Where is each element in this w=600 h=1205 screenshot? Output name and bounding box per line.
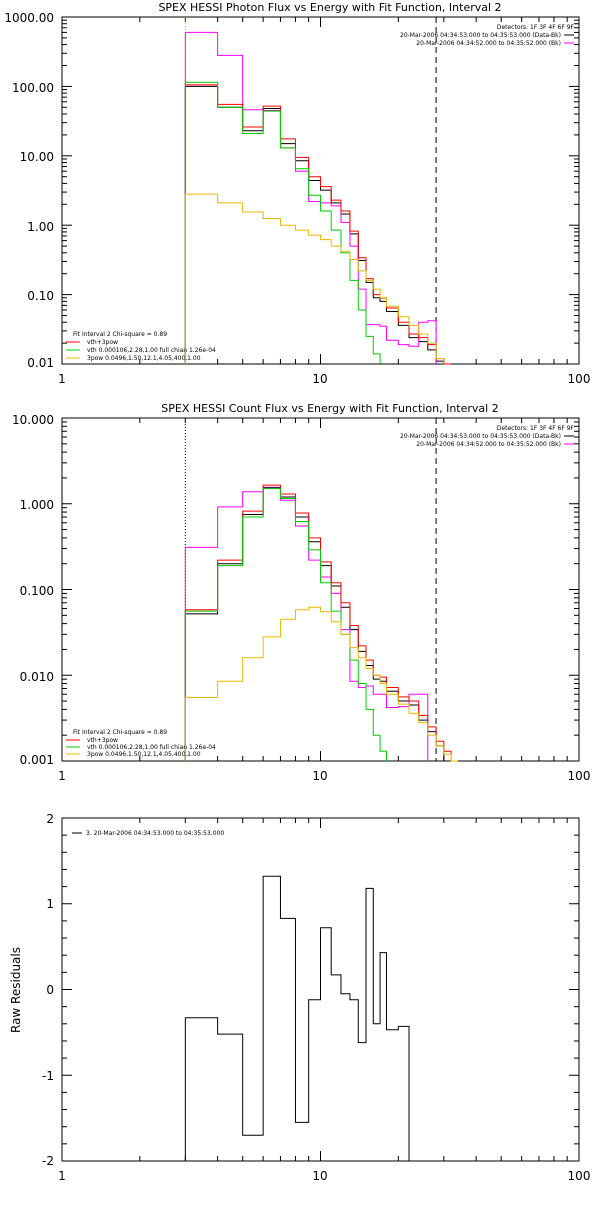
residuals-ytick-label-minus-2: -2	[42, 1154, 54, 1168]
residuals-ytick-label-2: 2	[46, 812, 54, 826]
photon-series-black-histogram	[184, 85, 445, 364]
photon-fit-header: Fit Interval 2 Chi-square = 0.89	[73, 331, 167, 338]
count-series-magenta-histogram	[184, 487, 429, 761]
count-series-red-histogram	[184, 484, 452, 761]
photon-fit-line-2: vth 0.000106,2.28,1.00 full chian 1.26e-…	[87, 347, 216, 354]
residuals-xtick-label-1: 1	[58, 1169, 66, 1183]
count-ytick-label-0-01: 0.010	[20, 670, 54, 684]
count-time-line-2: 20-Mar-2006 04:34:52.000 to 04:35:52.000…	[416, 441, 561, 448]
photon-series-green-histogram	[184, 81, 381, 364]
residuals-axis-ticks	[61, 817, 579, 1162]
residuals-series-residuals-histogram	[184, 875, 410, 1161]
count-series-yellow-histogram	[184, 606, 458, 762]
count-series-black-histogram	[184, 486, 445, 761]
count-series-green-histogram	[184, 488, 387, 761]
count-detectors-label: Detectors: 1F 3F 4F 6F 9F	[497, 425, 575, 432]
count-flux-panel: SPEX HESSI Count Flux vs Energy with Fit…	[12, 402, 590, 783]
photon-xtick-label-100: 100	[568, 372, 591, 386]
residuals-ytick-label-0: 0	[46, 983, 54, 997]
photon-time-line-1: 20-Mar-2006 04:34:53.000 to 04:35:53.000…	[400, 32, 561, 39]
residuals-panel: 3. 20-Mar-2006 04:34:53.000 to 04:35:53.…	[9, 812, 590, 1183]
residuals-ylabel: Raw Residuals	[9, 947, 23, 1033]
residuals-xtick-label-100: 100	[568, 1169, 591, 1183]
count-axis-ticks	[61, 418, 579, 762]
residuals-series-group	[184, 875, 410, 1161]
photon-ytick-label-0-1: 0.10	[27, 289, 54, 303]
count-ytick-label-0-1: 0.100	[20, 584, 54, 598]
count-xtick-label-10: 10	[312, 769, 327, 783]
residuals-xtick-label-10: 10	[312, 1169, 327, 1183]
photon-flux-title: SPEX HESSI Photon Flux vs Energy with Fi…	[158, 1, 501, 14]
count-ytick-label-10: 10.000	[12, 413, 54, 427]
photon-axis-ticks	[61, 17, 579, 365]
residuals-ytick-label-1: 1	[46, 897, 54, 911]
count-ytick-label-1: 1.000	[20, 498, 54, 512]
residuals-legend: 3. 20-Mar-2006 04:34:53.000 to 04:35:53.…	[86, 830, 224, 837]
count-xtick-label-1: 1	[58, 769, 66, 783]
photon-ytick-label-1000: 1000.00	[4, 11, 54, 25]
photon-series-group	[184, 31, 452, 365]
photon-fit-line-3: 3pow 0.0496,1.50,12.1,4.05,400,1.00	[87, 355, 201, 362]
count-ytick-label-0-001: 0.001	[20, 753, 54, 767]
photon-time-line-2: 20-Mar-2006 04:34:52.000 to 04:35:52.000…	[416, 40, 561, 47]
photon-flux-panel: SPEX HESSI Photon Flux vs Energy with Fi…	[4, 1, 590, 386]
photon-ytick-label-100: 100.00	[12, 81, 54, 95]
photon-detectors-label: Detectors: 1F 3F 4F 6F 9F	[497, 24, 575, 31]
count-fit-header: Fit Interval 2 Chi-square = 0.89	[73, 729, 167, 736]
count-fit-line-3: 3pow 0.0496,1.50,12.1,4.05,400,1.00	[87, 751, 201, 758]
count-xtick-label-100: 100	[568, 769, 591, 783]
photon-series-yellow-histogram	[184, 193, 445, 364]
photon-ytick-label-1: 1.00	[27, 220, 54, 234]
photon-ytick-label-0-01: 0.01	[27, 356, 54, 370]
count-series-group	[184, 484, 458, 762]
count-marker-lines	[184, 418, 437, 761]
photon-ytick-label-10: 10.00	[20, 150, 54, 164]
photon-xtick-label-10: 10	[312, 372, 327, 386]
photon-fit-line-1: vth+3pow	[87, 339, 118, 346]
count-fit-line-2: vth 0.000106,2.28,1.00 full chian 1.26e-…	[87, 744, 216, 751]
count-fit-line-1: vth+3pow	[87, 737, 118, 744]
residuals-ytick-label-minus-1: -1	[42, 1069, 54, 1083]
count-time-line-1: 20-Mar-2006 04:34:53.000 to 04:35:53.000…	[400, 433, 561, 440]
count-flux-plot-frame	[61, 417, 580, 762]
photon-xtick-label-1: 1	[58, 372, 66, 386]
photon-series-red-histogram	[184, 84, 452, 365]
count-flux-title: SPEX HESSI Count Flux vs Energy with Fit…	[161, 402, 498, 415]
